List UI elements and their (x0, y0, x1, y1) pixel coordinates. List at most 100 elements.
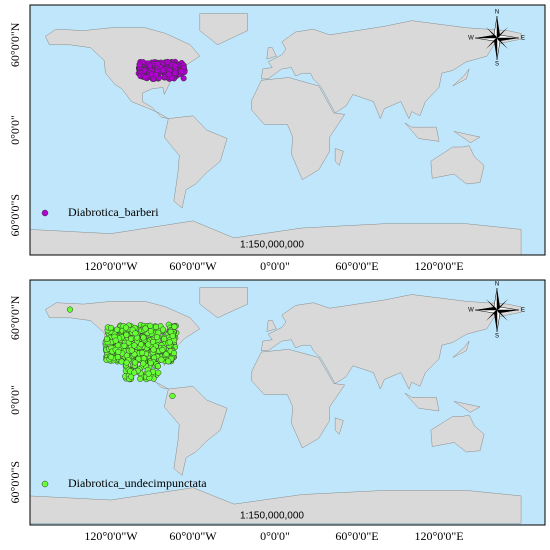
longitude-label: 0°0'0" (260, 259, 290, 273)
compass-s: S (495, 334, 499, 340)
longitude-label: 0°0'0" (260, 529, 290, 543)
compass-s: S (495, 62, 499, 68)
occurrence-point (147, 322, 154, 329)
occurrence-point (140, 355, 147, 362)
compass-n: N (495, 282, 499, 288)
occurrence-point (169, 332, 176, 339)
map-panel (30, 280, 545, 525)
longitude-label: 60°0'0"W (169, 259, 217, 273)
occurrence-point (123, 331, 130, 338)
occurrence-point (114, 354, 121, 361)
occurrence-point (137, 341, 145, 348)
occurrence-point (169, 392, 176, 399)
longitude-label: 120°0'0"E (414, 259, 463, 273)
occurrence-point (140, 360, 147, 367)
occurrence-point (166, 339, 173, 346)
occurrence-point (132, 359, 139, 366)
occurrence-point (155, 369, 162, 376)
longitude-label: 60°0'0"E (335, 259, 378, 273)
occurrence-point (159, 326, 167, 333)
occurrence-point (164, 59, 171, 66)
landmass (266, 47, 277, 60)
occurrence-point (147, 359, 154, 366)
landmass (452, 68, 470, 87)
landmass (334, 148, 344, 166)
latitude-label: 60°0'0"S (8, 461, 22, 504)
legend-marker (41, 209, 49, 217)
occurrence-point (154, 363, 161, 370)
occurrence-point (137, 375, 144, 382)
occurrence-point (159, 346, 166, 353)
landmass (45, 27, 201, 119)
landmass (30, 487, 522, 524)
occurrence-point (178, 68, 185, 75)
landmass (251, 77, 346, 181)
occurrence-point (146, 62, 154, 69)
longitude-label: 60°0'0"E (335, 529, 378, 543)
legend-label: Diabrotica_barberi (68, 205, 159, 219)
occurrence-point (142, 74, 149, 81)
landmass (430, 145, 485, 185)
occurrence-point (171, 323, 178, 330)
occurrence-point (152, 72, 160, 79)
occurrence-point (121, 342, 128, 349)
longitude-label: 120°0'0"W (84, 259, 138, 273)
occurrence-point (154, 61, 161, 68)
compass-e: E (521, 308, 525, 314)
landmass (261, 294, 522, 390)
map-frame (29, 4, 546, 256)
landmass (452, 340, 470, 358)
occurrence-point (108, 354, 115, 361)
longitude-label: 120°0'0"W (84, 529, 138, 543)
landmass (430, 414, 485, 453)
occurrence-point (158, 356, 165, 363)
occurrence-point (170, 350, 178, 357)
occurrence-point (145, 341, 152, 348)
latitude-label: 0°0'0" (8, 115, 22, 145)
occurrence-point (66, 306, 73, 313)
landmass (251, 349, 346, 449)
occurrence-point (140, 334, 147, 341)
landmass (199, 13, 248, 46)
landmass (404, 122, 440, 142)
occurrence-point (152, 323, 160, 331)
landmass (404, 392, 440, 412)
occurrence-point (163, 351, 170, 358)
compass-w: W (468, 308, 474, 314)
longitude-label: 120°0'0"E (414, 529, 463, 543)
occurrence-point (142, 325, 149, 332)
occurrence-point (139, 349, 146, 356)
occurrence-point (113, 326, 121, 333)
occurrence-point (165, 358, 172, 365)
occurrence-point (123, 359, 130, 366)
legend-label: Diabrotica_undecimpunctata (68, 476, 207, 490)
occurrence-point (136, 61, 143, 68)
occurrence-point (107, 324, 115, 331)
compass-e: E (521, 36, 525, 42)
landmass (334, 417, 344, 435)
occurrence-point (132, 330, 139, 337)
map-panel (30, 5, 545, 255)
occurrence-point (122, 324, 130, 331)
occurrence-point (172, 69, 179, 76)
landmass (453, 401, 481, 413)
occurrence-point (145, 370, 152, 377)
map-frame (29, 279, 546, 526)
occurrence-point (147, 328, 154, 335)
occurrence-point (128, 335, 135, 342)
landmass (164, 115, 228, 209)
occurrence-point (112, 337, 119, 344)
landmass (30, 220, 522, 255)
occurrence-point (171, 62, 178, 69)
occurrence-point (159, 67, 166, 74)
occurrence-point (115, 348, 122, 355)
occurrence-point (131, 369, 138, 376)
landmass (266, 320, 277, 332)
occurrence-point (180, 75, 187, 82)
landmass (261, 20, 522, 120)
legend-marker (41, 480, 49, 488)
latitude-label: 60°0'0"N (8, 295, 22, 340)
landmass (453, 131, 481, 144)
scale-text: 1:150,000,000 (240, 240, 304, 251)
